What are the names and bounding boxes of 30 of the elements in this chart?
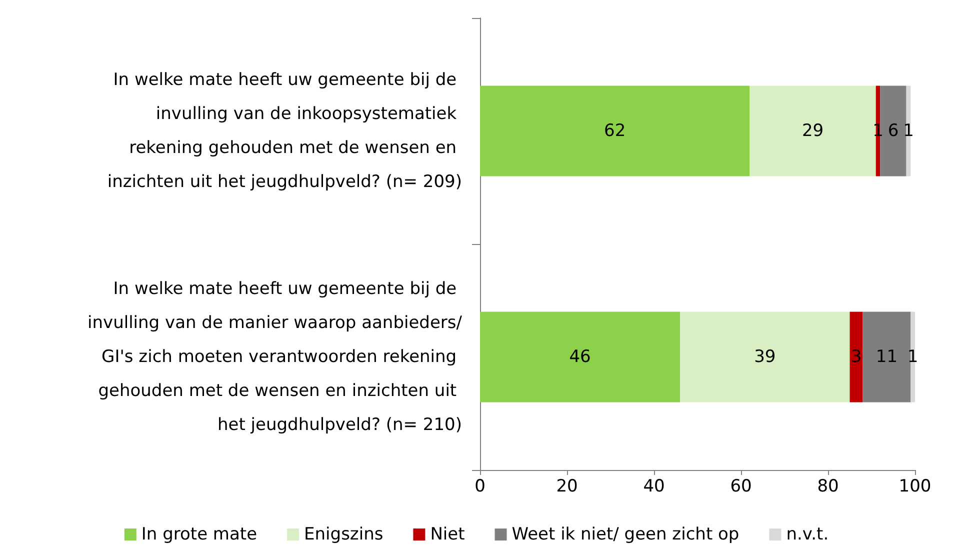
x-tick-label: 20 xyxy=(556,476,578,496)
legend-label: Enigszins xyxy=(304,524,384,544)
x-tick-label: 60 xyxy=(730,476,752,496)
y-tick-label: In welke mate heeft uw gemeente bij de invulling van de manier waarop aanbieders/GI's zich moeten verantwoorden rekening gehouden met de wensen en inzichten uit het jeugdhulpveld? (n= 210) xyxy=(88,279,462,435)
y-tick-label: In welke mate heeft uw gemeente bij de invulling van de inkoopsystematiek rekening gehouden met de wensen en inzichten uit het jeugdhulpveld? (n= 209) xyxy=(107,70,462,192)
data-label: 11 xyxy=(876,347,898,367)
data-label: 6 xyxy=(888,121,899,141)
data-label: 3 xyxy=(850,347,862,367)
legend-label: Niet xyxy=(430,524,466,544)
bar xyxy=(480,86,750,176)
bar xyxy=(680,312,850,402)
data-label: 46 xyxy=(569,347,591,367)
bar xyxy=(850,312,863,402)
bar xyxy=(750,86,876,176)
data-label: 39 xyxy=(754,347,776,367)
x-tick-label: 40 xyxy=(643,476,665,496)
bar xyxy=(480,312,680,402)
data-label: 1 xyxy=(903,121,914,141)
bar xyxy=(880,86,906,176)
legend-label: In grote mate xyxy=(141,524,258,544)
bar xyxy=(862,312,911,402)
bar xyxy=(910,312,915,402)
x-tick-label: 100 xyxy=(898,476,932,496)
data-label: 62 xyxy=(604,121,626,141)
x-tick-label: 80 xyxy=(817,476,839,496)
legend-label: Weet ik niet/ geen zicht op xyxy=(512,524,740,544)
x-tick-label: 0 xyxy=(474,476,486,496)
legend-label: n.v.t. xyxy=(786,524,829,544)
data-label: 29 xyxy=(802,121,824,141)
data-label: 1 xyxy=(907,347,918,367)
